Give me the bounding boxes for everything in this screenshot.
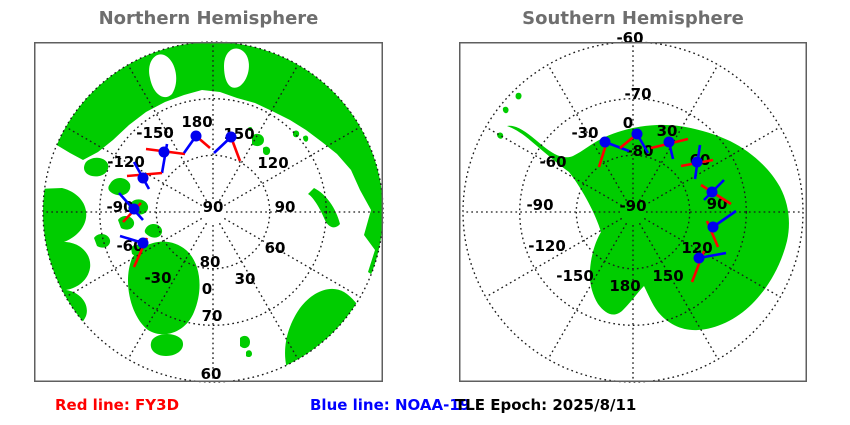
tle-epoch-caption: TLE Epoch: 2025/8/11 xyxy=(455,396,637,414)
southern-hemisphere-map: -60-70-800306090120150180-150-120-90-60-… xyxy=(459,29,807,383)
satellite-position-dot xyxy=(693,252,705,264)
satellite-position-dot xyxy=(158,146,170,158)
satellite-position-dot xyxy=(631,128,643,140)
grid-label: -150 xyxy=(136,124,174,142)
grid-label: -120 xyxy=(107,153,145,171)
legend-blue-line: Blue line: NOAA-19 xyxy=(310,396,471,414)
satellite-position-dot xyxy=(190,130,202,142)
grid-label: 120 xyxy=(681,239,712,257)
ocean xyxy=(43,42,383,382)
grid-label: -60 xyxy=(539,153,566,171)
landmass xyxy=(263,146,271,155)
satellite-position-dot xyxy=(706,186,718,198)
meridian-line xyxy=(218,222,299,360)
meridian-line xyxy=(638,64,719,202)
satellite-position-dot xyxy=(599,136,611,148)
grid-label: -30 xyxy=(571,124,598,142)
landmass xyxy=(150,334,184,356)
landmass xyxy=(293,130,300,138)
satellite-position-dot xyxy=(225,131,237,143)
grid-label: 60 xyxy=(201,365,222,383)
satellite-position-dot xyxy=(691,156,703,168)
grid-label: -80 xyxy=(626,142,653,160)
meridian-line xyxy=(218,64,299,202)
grid-label: 90 xyxy=(275,198,296,216)
sea-area xyxy=(279,153,347,257)
latitude-circle xyxy=(99,98,327,326)
sea-area xyxy=(224,48,249,88)
satellite-position-dot xyxy=(137,172,149,184)
landmass xyxy=(248,126,253,132)
grid-label: -150 xyxy=(556,267,594,285)
meridian-line xyxy=(547,64,628,202)
landmass xyxy=(308,188,340,228)
grid-label: -30 xyxy=(144,269,171,287)
graticule xyxy=(462,41,804,383)
latitude-circle xyxy=(575,154,691,270)
south-map-title: Southern Hemisphere xyxy=(522,8,744,29)
meridian-line xyxy=(127,222,208,360)
landmass xyxy=(502,106,509,114)
grid-label: 180 xyxy=(609,277,640,295)
sea-area xyxy=(179,98,261,159)
grid-label: 0 xyxy=(202,280,212,298)
meridian-line xyxy=(485,126,623,207)
grid-label: -60 xyxy=(616,29,643,47)
landmass xyxy=(252,133,264,147)
meridian-line xyxy=(65,217,203,298)
satellite-position-dot xyxy=(128,203,140,215)
landmass xyxy=(515,92,522,100)
meridian-line xyxy=(223,126,361,207)
grid-label: -90 xyxy=(526,196,553,214)
grid-label: 60 xyxy=(265,239,286,257)
landmass xyxy=(118,216,135,230)
grid-label: 90 xyxy=(203,198,224,216)
satellite-position-dot xyxy=(663,136,675,148)
grid-label: 180 xyxy=(181,113,212,131)
latitude-circle xyxy=(155,154,271,270)
landmass xyxy=(303,135,309,142)
meridian-line xyxy=(223,217,361,298)
grid-label: 90 xyxy=(707,195,728,213)
grid-label: 0 xyxy=(623,114,633,132)
landmass xyxy=(43,42,383,347)
latitude-circle xyxy=(519,98,747,326)
landmass xyxy=(43,188,91,338)
landmass xyxy=(127,241,200,335)
map-disc xyxy=(463,42,803,382)
grid-label: 80 xyxy=(200,253,221,271)
grid-label: -90 xyxy=(619,197,646,215)
landmass xyxy=(84,157,109,177)
map-frame xyxy=(459,42,807,382)
meridian-line xyxy=(485,217,623,298)
meridian-line xyxy=(65,126,203,207)
sea-area xyxy=(149,54,177,98)
grid-label: 120 xyxy=(257,154,288,172)
grid-label: -70 xyxy=(624,85,651,103)
landmass xyxy=(246,350,252,358)
legend-red-line: Red line: FY3D xyxy=(55,396,180,414)
landmass xyxy=(108,178,131,196)
satellite-position-dot xyxy=(707,221,719,233)
northern-hemisphere-map: 1801501209060300-30-60-90-120-1509080706… xyxy=(34,41,384,383)
meridian-line xyxy=(127,64,208,202)
meridian-line xyxy=(547,222,628,360)
grid-label: 30 xyxy=(657,122,678,140)
north-map-title: Northern Hemisphere xyxy=(98,8,319,29)
landmass xyxy=(94,234,111,248)
meridian-line xyxy=(643,217,781,298)
meridian-line xyxy=(643,126,781,207)
map-frame xyxy=(34,42,383,382)
grid-label: -120 xyxy=(528,237,566,255)
satellite-position-dot xyxy=(137,237,149,249)
landmass xyxy=(240,335,250,349)
grid-label: 150 xyxy=(652,267,683,285)
grid-label: 70 xyxy=(202,307,223,325)
grid-label: 30 xyxy=(235,270,256,288)
meridian-line xyxy=(638,222,719,360)
landmass xyxy=(507,124,789,331)
